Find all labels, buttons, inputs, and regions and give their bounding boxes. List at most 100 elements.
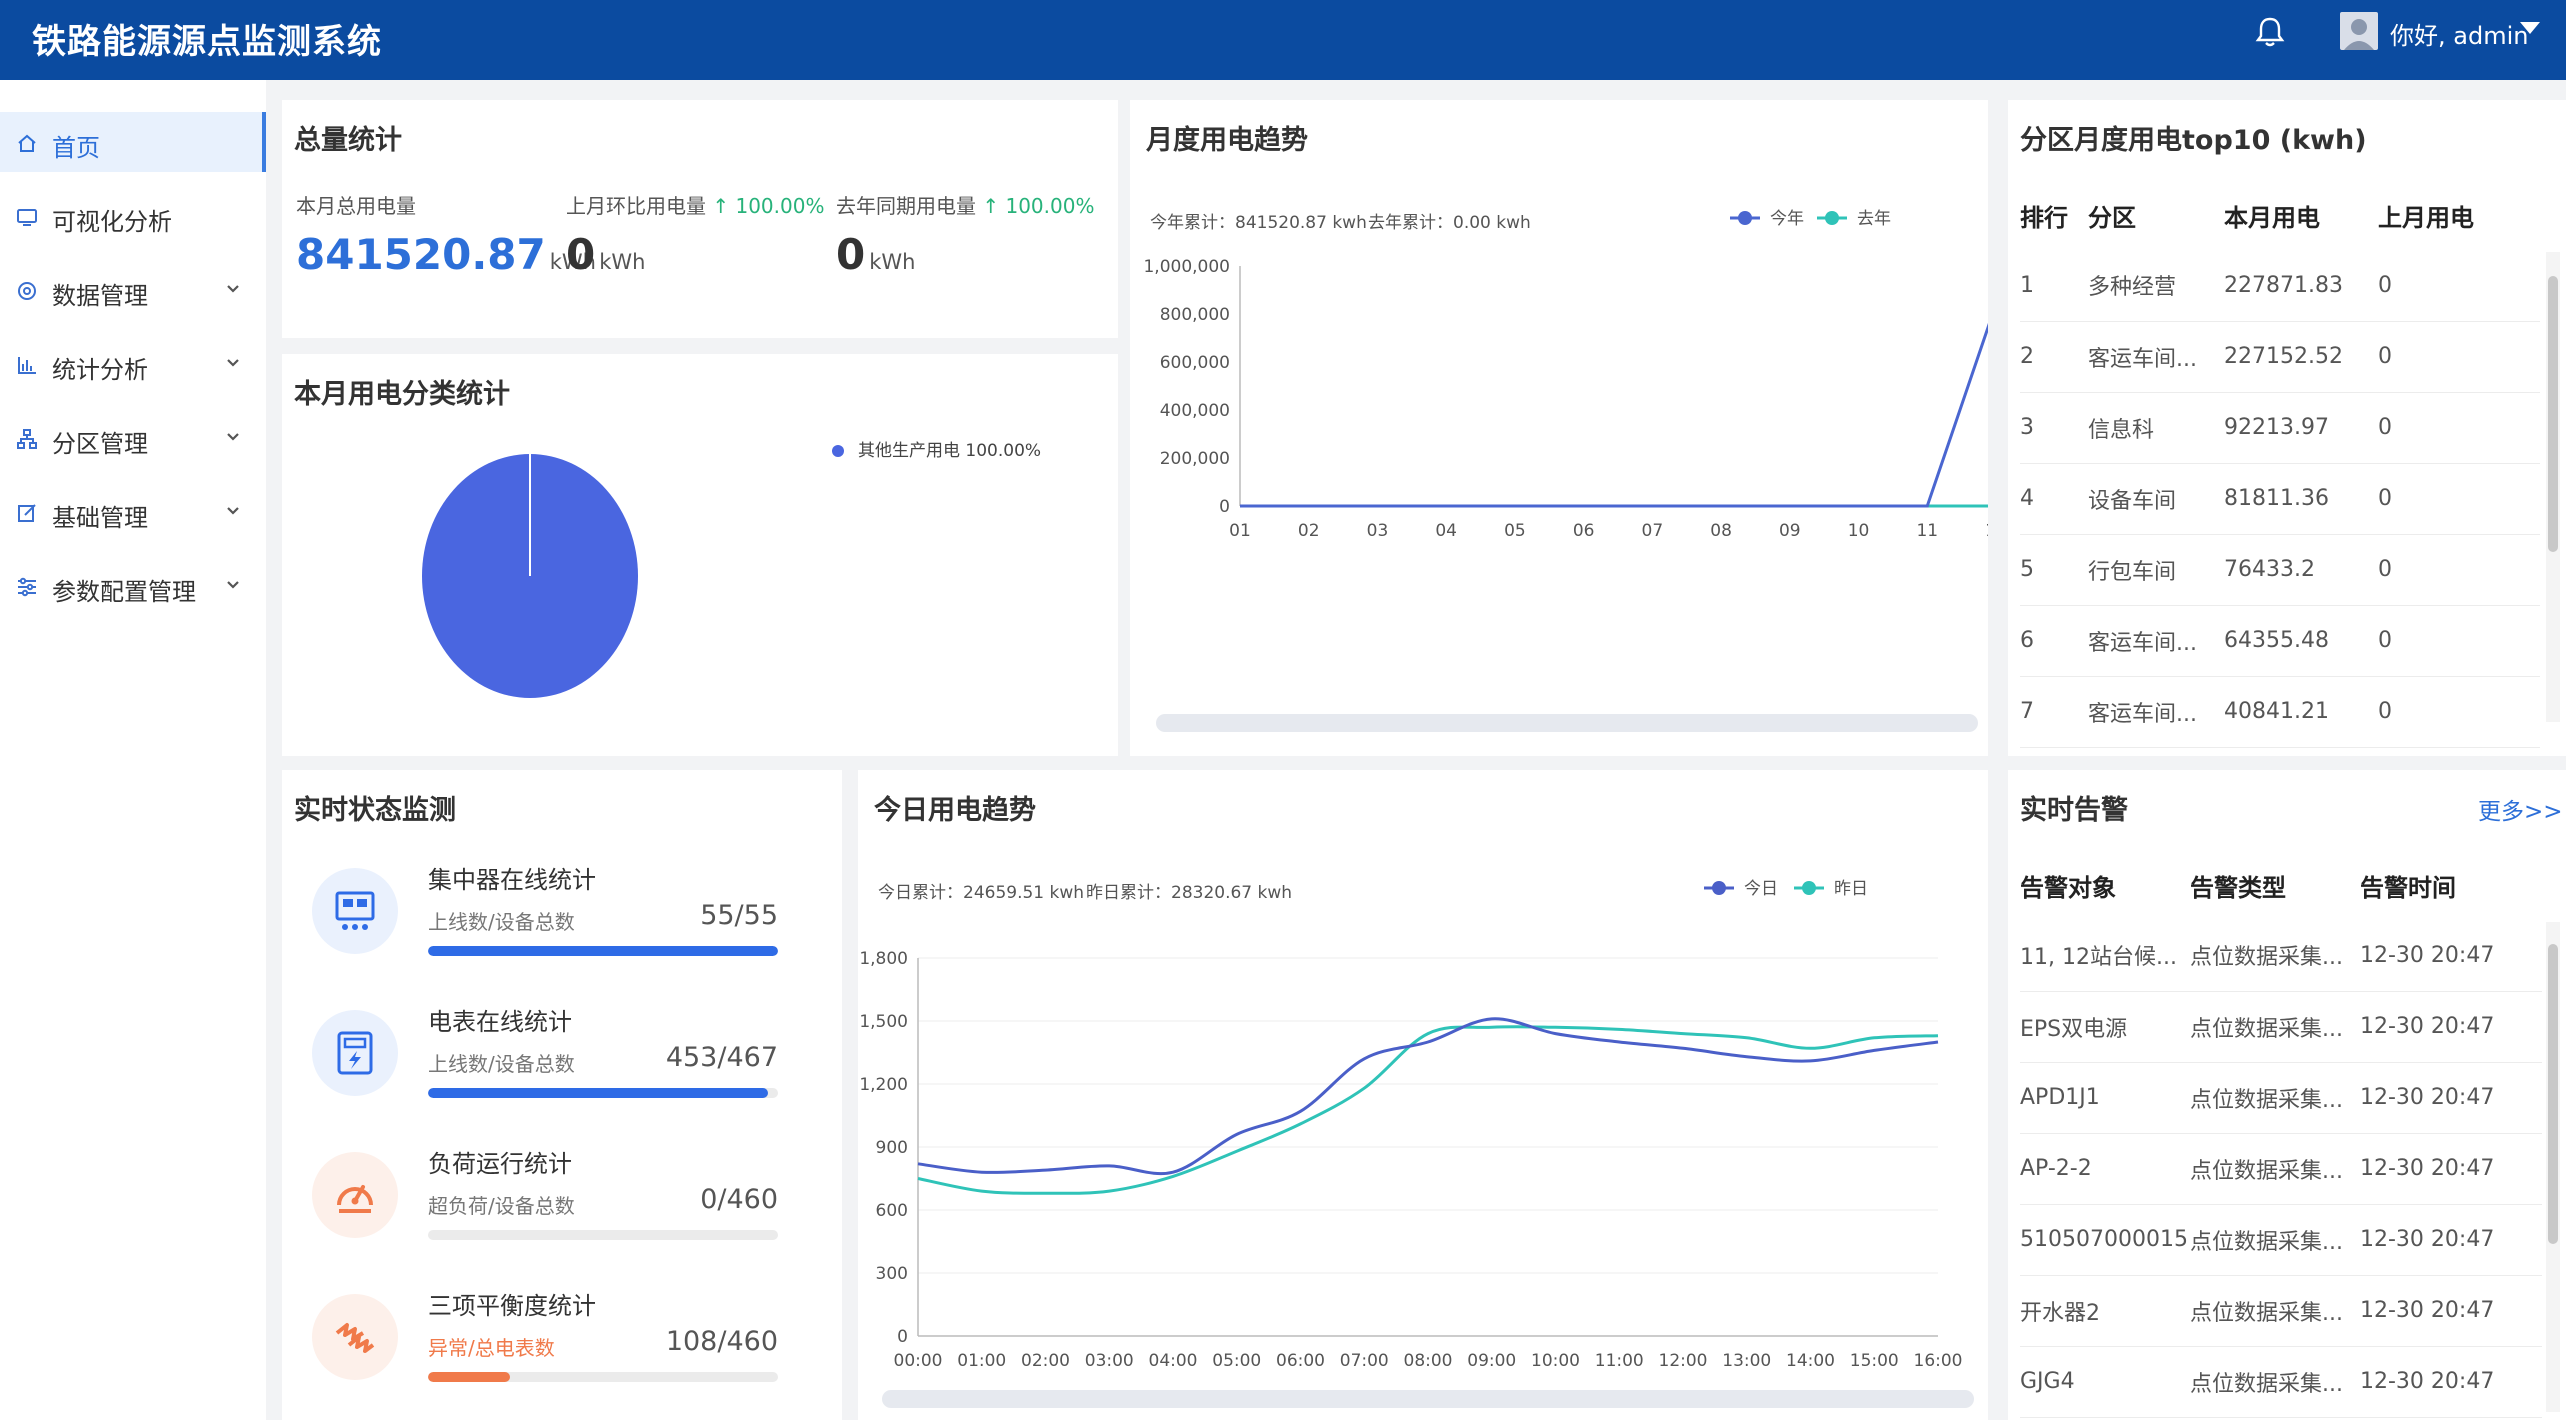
- svg-text:去年: 去年: [1857, 209, 1891, 229]
- yoy-value: 0 kWh: [836, 230, 916, 279]
- card-title: 本月用电分类统计: [294, 379, 510, 410]
- y-tick-label: 1,000,000: [1143, 257, 1230, 277]
- concentrator-online-stat[interactable]: 集中器在线统计 上线数/设备总数 55/55: [312, 852, 812, 992]
- bell-icon[interactable]: [2252, 14, 2288, 50]
- x-tick-label: 12:00: [1659, 1351, 1708, 1371]
- table-header: 告警时间: [2360, 873, 2456, 902]
- table-row[interactable]: AP-2-2 点位数据采集... 12-30 20:47: [2020, 1133, 2542, 1205]
- sidebar-item-data[interactable]: 数据管理: [0, 260, 266, 320]
- table-scrollbar[interactable]: [2546, 252, 2560, 722]
- sidebar-item-zone[interactable]: 分区管理: [0, 408, 266, 468]
- progress-fill: [428, 1372, 511, 1382]
- concentrator-icon-wrap: [312, 868, 398, 954]
- mom-pct: ↑ 100.00%: [712, 194, 825, 218]
- meter-online-stat[interactable]: 电表在线统计 上线数/设备总数 453/467: [312, 994, 812, 1134]
- table-row[interactable]: 7 客运车间... 40841.21 0: [2020, 676, 2540, 748]
- this-month-value: 841520.87 kWh: [296, 230, 596, 279]
- y-tick-label: 600: [876, 1201, 908, 1221]
- sidebar-item-label: 统计分析: [52, 356, 148, 384]
- sidebar-item-visual[interactable]: 可视化分析: [0, 186, 266, 246]
- y-tick-label: 400,000: [1160, 401, 1230, 421]
- legend-today[interactable]: 今日: [1704, 879, 1778, 899]
- sidebar: 首页 可视化分析 数据管理 统计分析 分区管理 基础管理 参数配置管理: [0, 80, 266, 1420]
- series-line-今日[interactable]: [917, 1017, 1939, 1176]
- chevron-down-icon: [227, 507, 239, 515]
- sidebar-item-base[interactable]: 基础管理: [0, 482, 266, 542]
- chart-zoom-slider[interactable]: [882, 1390, 1974, 1408]
- chart-zoom-slider[interactable]: [1156, 714, 1978, 732]
- load-running-stat[interactable]: 负荷运行统计 超负荷/设备总数 0/460: [312, 1136, 812, 1276]
- progress-bar: [428, 1088, 778, 1098]
- table-row[interactable]: 510507000015 点位数据采集... 12-30 20:47: [2020, 1204, 2542, 1276]
- table-row[interactable]: APD1J1 点位数据采集... 12-30 20:47: [2020, 1062, 2542, 1134]
- app-title: 铁路能源源点监测系统: [32, 22, 382, 62]
- x-tick-label: 16:00: [1914, 1351, 1963, 1371]
- x-tick-label: 08:00: [1404, 1351, 1453, 1371]
- category-card: 本月用电分类统计 其他生产用电 100.00%: [282, 354, 1118, 756]
- daily-line-chart: 今日累计：24659.51 kwh 昨日累计：28320.67 kwh 今日 昨…: [859, 879, 1974, 1408]
- table-row[interactable]: 1 多种经营 227871.83 0: [2020, 250, 2540, 322]
- table-row[interactable]: 3 信息科 92213.97 0: [2020, 392, 2540, 464]
- realtime-status-card: 实时状态监测 集中器在线统计 上线数/设备总数 55/55 电表在线统计 上线数…: [282, 770, 842, 1420]
- meter-icon-wrap: [312, 1010, 398, 1096]
- daily-trend-card: 今日用电趋势 今日累计：24659.51 kwh 昨日累计：28320.67 k…: [858, 770, 1988, 1420]
- table-row[interactable]: GJG4 点位数据采集... 12-30 20:47: [2020, 1346, 2542, 1418]
- more-link[interactable]: 更多>>: [2478, 799, 2563, 825]
- x-tick-label: 15:00: [1850, 1351, 1899, 1371]
- mom-value: 0 kWh: [566, 230, 646, 279]
- summary-yesterday: 昨日累计：28320.67 kwh: [1086, 883, 1292, 903]
- x-tick-label: 04: [1435, 521, 1457, 541]
- table-header: 告警对象: [2020, 873, 2116, 902]
- this-month-label: 本月总用电量: [296, 194, 416, 218]
- legend-yesterday[interactable]: 昨日: [1794, 879, 1868, 899]
- scrollbar-thumb[interactable]: [2548, 944, 2558, 1244]
- sidebar-item-stats[interactable]: 统计分析: [0, 334, 266, 394]
- progress-bar: [428, 1230, 778, 1240]
- legend-last-year[interactable]: 去年: [1817, 209, 1891, 229]
- table-row[interactable]: 开水器2 点位数据采集... 12-30 20:47: [2020, 1275, 2542, 1347]
- x-tick-label: 02: [1298, 521, 1320, 541]
- x-tick-label: 04:00: [1149, 1351, 1198, 1371]
- sidebar-item-params[interactable]: 参数配置管理: [0, 556, 266, 616]
- three-phase-balance-stat[interactable]: 三项平衡度统计 异常/总电表数 108/460: [312, 1278, 812, 1418]
- database-icon: [18, 282, 36, 300]
- user-dropdown-icon[interactable]: [2520, 22, 2540, 34]
- table-header: 排行: [2020, 203, 2068, 232]
- sidebar-item-label: 数据管理: [52, 282, 148, 310]
- lightning-icon-wrap: [312, 1294, 398, 1380]
- series-line-今年[interactable]: [1240, 304, 1988, 508]
- x-tick-label: 14:00: [1786, 1351, 1835, 1371]
- series-line-昨日[interactable]: [917, 1025, 1939, 1195]
- yoy-pct: ↑ 100.00%: [982, 194, 1095, 218]
- table-row[interactable]: 4 设备车间 81811.36 0: [2020, 463, 2540, 535]
- sidebar-item-label: 参数配置管理: [52, 578, 196, 606]
- sliders-icon: [18, 577, 36, 597]
- x-tick-label: 01: [1229, 521, 1251, 541]
- edit-icon: [18, 504, 36, 522]
- card-title: 总量统计: [294, 125, 402, 156]
- chevron-down-icon: [227, 285, 239, 293]
- user-greeting[interactable]: 你好, admin: [2390, 22, 2529, 50]
- legend-this-year[interactable]: 今年: [1730, 209, 1804, 229]
- stat-value: 55/55: [700, 900, 778, 931]
- pie-legend[interactable]: 其他生产用电 100.00%: [832, 436, 1041, 461]
- legend-dot: [832, 445, 844, 457]
- svg-text:今日: 今日: [1744, 879, 1778, 899]
- summary-last-year: 去年累计：0.00 kwh: [1368, 213, 1531, 233]
- progress-fill: [428, 1088, 768, 1098]
- table-row[interactable]: EPS双电源 点位数据采集... 12-30 20:47: [2020, 991, 2542, 1063]
- alarm-table: 告警对象 告警类型 告警时间 11, 12站台候... 点位数据采集... 12-3…: [2020, 850, 2542, 1418]
- monitor-icon: [17, 209, 37, 226]
- meter-icon: [337, 1031, 373, 1075]
- table-row[interactable]: 11, 12站台候... 点位数据采集... 12-30 20:47: [2020, 920, 2542, 992]
- avatar[interactable]: [2340, 12, 2378, 50]
- table-scrollbar[interactable]: [2546, 922, 2560, 1412]
- table-row[interactable]: 2 客运车间... 227152.52 0: [2020, 321, 2540, 393]
- table-row[interactable]: 5 行包车间 76433.2 0: [2020, 534, 2540, 606]
- total-stats-card: 总量统计 本月总用电量 841520.87 kWh 上月环比用电量 ↑ 100.0…: [282, 100, 1118, 338]
- table-row[interactable]: 6 客运车间... 64355.48 0: [2020, 605, 2540, 677]
- y-tick-label: 1,800: [859, 949, 908, 969]
- sidebar-item-home[interactable]: 首页: [0, 112, 266, 172]
- top-header: 铁路能源源点监测系统 你好, admin: [0, 0, 2566, 80]
- scrollbar-thumb[interactable]: [2548, 276, 2558, 552]
